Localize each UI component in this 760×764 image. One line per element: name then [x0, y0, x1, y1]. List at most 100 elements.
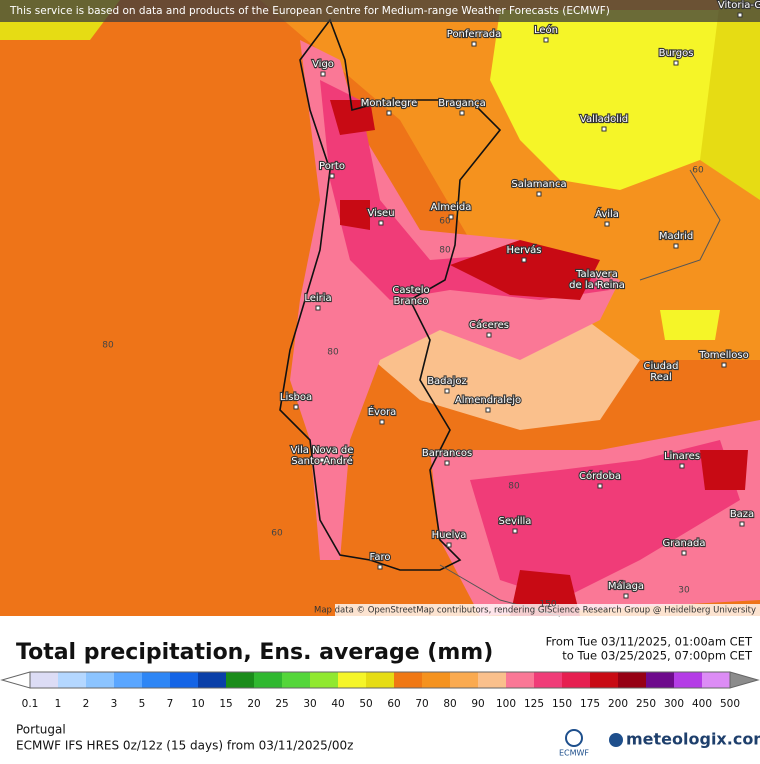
contour-label: 60 [271, 529, 283, 539]
city-dot [386, 110, 392, 116]
city-dot [721, 362, 727, 368]
legend-label: 250 [636, 698, 656, 710]
city-label: Sevilla [499, 516, 532, 527]
portugal-border [279, 18, 502, 571]
contour-label: 80 [508, 482, 520, 492]
field-area [470, 440, 740, 600]
legend-swatch [142, 672, 170, 688]
city-dot [329, 173, 335, 179]
field-area [660, 310, 720, 340]
legend-label: 2 [83, 698, 90, 710]
city-dot [536, 191, 542, 197]
legend-swatch [478, 672, 506, 688]
contour-label: 60 [692, 166, 704, 176]
city-label: Málaga [608, 580, 644, 592]
city-label: Córdoba [579, 470, 621, 482]
legend-swatch [170, 672, 198, 688]
brand: meteologix.com [626, 730, 760, 749]
city-label: Cáceres [469, 319, 509, 331]
city-label: León [534, 24, 558, 36]
legend-label: 10 [191, 698, 204, 710]
city-label: Barrancos [422, 448, 472, 459]
city-dot [604, 221, 610, 227]
city-dot [543, 37, 549, 43]
city-label: Porto [319, 161, 345, 172]
city-label: Valladolid [580, 114, 628, 125]
legend-label: 1 [55, 698, 62, 710]
legend-arrow-low [0, 671, 31, 689]
contour-label: 150 [539, 600, 556, 610]
legend-label: 30 [303, 698, 316, 710]
legend-label: 400 [692, 698, 712, 710]
city-dot [512, 528, 518, 534]
ecmwf-logo: ECMWF [559, 749, 589, 758]
legend-swatch [674, 672, 702, 688]
legend-swatch [58, 672, 86, 688]
attribution: Map data © OpenStreetMap contributors, r… [314, 606, 756, 616]
city-dot [377, 564, 383, 570]
color-legend: 0.1 1 2 3 5 7 10 15 20 25 30 40 50 60 70 80 90 100 125 150 1… [0, 671, 760, 710]
city-label: Leiria [304, 293, 331, 304]
city-dot [521, 257, 527, 263]
city-dot [446, 542, 452, 548]
brand-icon [609, 733, 623, 747]
city-dot [448, 214, 454, 220]
legend-label: 15 [219, 698, 232, 710]
legend-swatch [702, 672, 730, 688]
city-label: Madrid [659, 231, 693, 242]
legend-swatch [506, 672, 534, 688]
city-dot [320, 71, 326, 77]
city-dot [471, 41, 477, 47]
city-dot [679, 463, 685, 469]
city-dot [623, 593, 629, 599]
legend-swatch [394, 672, 422, 688]
period-from: From Tue 03/11/2025, 01:00am CET [546, 635, 753, 649]
city-label: Almendralejo [455, 395, 521, 406]
region: Portugal [16, 723, 66, 737]
city-label: Talavera de la Reina [569, 269, 625, 291]
field-area [320, 80, 610, 300]
banner: This service is based on data and produc… [9, 5, 610, 17]
city-dot [739, 521, 745, 527]
legend-swatch [618, 672, 646, 688]
city-dot [681, 550, 687, 556]
field-area [700, 0, 760, 200]
legend-label: 50 [359, 698, 372, 710]
city-dot [293, 404, 299, 410]
city-label: Baza [730, 509, 754, 520]
city-label: Castelo Branco [392, 285, 429, 307]
city-label: Bragança [438, 98, 486, 109]
legend-swatch [254, 672, 282, 688]
legend-frame [29, 671, 731, 689]
legend-label: 20 [247, 698, 260, 710]
legend-label: 0.1 [22, 698, 39, 710]
legend-label: 60 [387, 698, 400, 710]
legend-label: 125 [524, 698, 544, 710]
legend-label: 70 [415, 698, 428, 710]
field-area [330, 100, 748, 490]
city-label: Huelva [432, 530, 467, 541]
city-dot [673, 243, 679, 249]
legend-label: 40 [331, 698, 344, 710]
legend-arrow-high [729, 671, 760, 689]
city-dot [319, 457, 325, 463]
city-dot [658, 373, 664, 379]
ecmwf-icon [565, 729, 583, 747]
city-label: Ponferrada [447, 29, 501, 40]
legend-label: 5 [139, 698, 146, 710]
city-label: Vitoria-G [718, 0, 760, 11]
legend-label: 7 [167, 698, 174, 710]
legend-swatch [366, 672, 394, 688]
city-label: Vila Nova de Santo André [291, 445, 354, 467]
legend-label: 100 [496, 698, 516, 710]
field-area [490, 10, 740, 190]
legend-label: 500 [720, 698, 740, 710]
legend-swatch [562, 672, 590, 688]
legend-label: 90 [471, 698, 484, 710]
legend-label: 150 [552, 698, 572, 710]
city-label: Burgos [659, 48, 694, 59]
city-label: Badajoz [427, 376, 467, 387]
city-label: Montalegre [361, 98, 417, 109]
city-label: Vigo [312, 59, 334, 70]
